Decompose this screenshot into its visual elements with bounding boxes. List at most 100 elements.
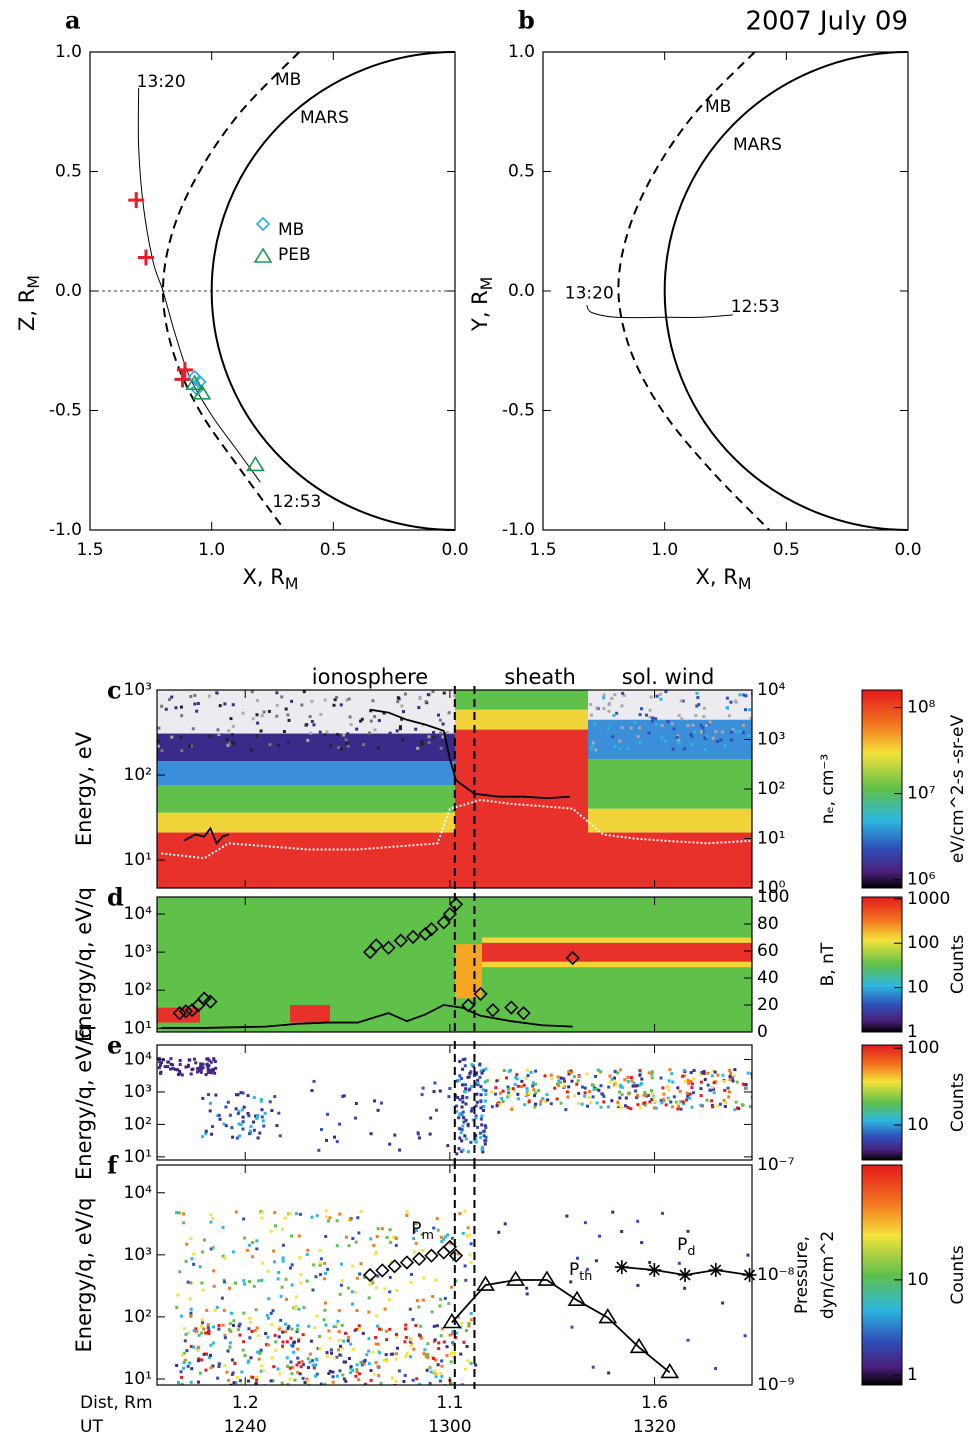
spectrum-texture <box>190 1367 194 1371</box>
spectrum-texture <box>279 1318 283 1322</box>
spectrum-texture <box>205 1308 209 1312</box>
spectrum-texture <box>259 1099 263 1103</box>
spectrum-texture <box>326 1112 330 1116</box>
spectrum-texture <box>627 1092 631 1096</box>
spectrum-texture <box>175 1363 179 1367</box>
spectrum-texture <box>323 1382 327 1385</box>
spectrum-texture <box>367 731 371 735</box>
spectrum-texture <box>616 1071 620 1075</box>
spectrum-texture <box>384 1329 388 1333</box>
spectrum-texture <box>376 746 380 750</box>
spectrum-texture <box>295 1363 299 1367</box>
spectrum-texture <box>313 1326 317 1330</box>
y-tick-label: 10³ <box>124 680 152 700</box>
spectrum-texture <box>268 1100 272 1104</box>
spectrum-texture <box>525 1087 529 1091</box>
spectrum-texture <box>260 1211 264 1215</box>
x-tick-label: 0.5 <box>773 540 800 560</box>
spectrum-texture <box>290 1005 330 1023</box>
spectrum-texture <box>410 1272 414 1276</box>
spectrum-texture <box>702 706 706 710</box>
spectrum-texture <box>543 1100 547 1104</box>
spectrum-texture <box>200 1318 204 1322</box>
spectrum-texture <box>695 704 699 708</box>
spectrum-texture <box>157 1057 161 1061</box>
spectrum-texture <box>371 1350 375 1354</box>
spectrum-texture <box>546 1098 550 1102</box>
spectrum-texture <box>359 719 363 723</box>
spectrum-texture <box>750 1095 752 1099</box>
spectrum-texture <box>687 1081 691 1085</box>
triangle-marker <box>537 1270 557 1286</box>
spectrum-texture <box>297 1307 301 1311</box>
spectrum-texture <box>324 1323 328 1327</box>
spectrum-texture <box>226 1100 230 1104</box>
spectrum-texture <box>260 1278 264 1282</box>
spectrum-texture <box>460 1383 464 1385</box>
diamond-marker <box>393 933 408 948</box>
spectrum-texture <box>738 730 742 734</box>
spectrum-texture <box>524 1076 528 1080</box>
spectrum-texture <box>474 1114 478 1118</box>
spectrum-texture <box>349 1342 353 1346</box>
spectrum-texture <box>643 1090 647 1094</box>
spectrum-texture <box>180 749 184 753</box>
spectrum-texture <box>261 1119 265 1123</box>
spectrum-texture <box>412 1237 416 1241</box>
spectrum-texture <box>699 1094 703 1098</box>
spectrum-texture <box>180 1375 184 1379</box>
spectrum-texture <box>169 1062 173 1066</box>
spectrum-texture <box>359 1360 363 1364</box>
spectrum-texture <box>204 1368 208 1372</box>
spectrum-texture <box>634 1089 638 1093</box>
spectrum-texture <box>626 1080 630 1084</box>
spectrum-texture <box>461 1067 465 1071</box>
spectrum-texture <box>181 1366 185 1370</box>
spectrum-texture <box>348 715 352 719</box>
spectrum-texture <box>583 1094 587 1098</box>
spectrum-texture <box>432 1324 436 1328</box>
spectrum-texture <box>418 696 422 700</box>
spectrum-texture <box>385 1359 389 1363</box>
spectrum-texture <box>261 1261 265 1265</box>
spectrum-texture <box>639 1082 643 1086</box>
spectrum-texture <box>237 1109 241 1113</box>
spectrum-texture <box>503 1222 507 1226</box>
spectrum-texture <box>285 1364 289 1368</box>
spectrum-texture <box>310 1359 314 1363</box>
spectrum-texture <box>447 1302 451 1306</box>
spectrum-texture <box>734 700 738 704</box>
spectrum-texture <box>345 741 349 745</box>
spectrum-texture <box>710 1085 714 1089</box>
spectrum-texture <box>733 1068 737 1072</box>
spectrum-texture <box>445 1353 449 1357</box>
spectrum-texture <box>241 1120 245 1124</box>
spectrum-texture <box>338 1122 342 1126</box>
spectrum-texture <box>460 1321 464 1325</box>
spectrum-texture <box>455 1331 459 1335</box>
star-marker <box>647 1263 662 1278</box>
spectrum-texture <box>556 1075 560 1079</box>
spectrum-texture <box>659 697 663 701</box>
spectrum-texture <box>723 1088 727 1092</box>
spectrum-texture <box>620 1230 624 1234</box>
spectrum-texture <box>378 1351 382 1355</box>
spectrum-texture <box>338 1212 342 1216</box>
spectrum-texture <box>307 1366 311 1370</box>
spectrum-texture <box>189 1281 193 1285</box>
spectrum-texture <box>711 1105 715 1109</box>
spectrum-texture <box>230 1358 234 1362</box>
spectrum-texture <box>355 1370 359 1374</box>
legend-label: PEB <box>278 245 311 265</box>
spectrum-texture <box>191 1067 195 1071</box>
spectrum-texture <box>457 1147 461 1151</box>
spectrum-texture <box>205 1057 209 1061</box>
spectrum-texture <box>624 1104 628 1108</box>
spectrum-texture <box>403 692 407 696</box>
spectrum-texture <box>323 698 327 702</box>
spectrum-texture <box>274 1348 278 1352</box>
spectrum-texture <box>527 1091 531 1095</box>
spectrum-texture <box>671 1105 675 1109</box>
spectrum-texture <box>228 1341 232 1345</box>
spectrum-texture <box>243 1282 247 1286</box>
